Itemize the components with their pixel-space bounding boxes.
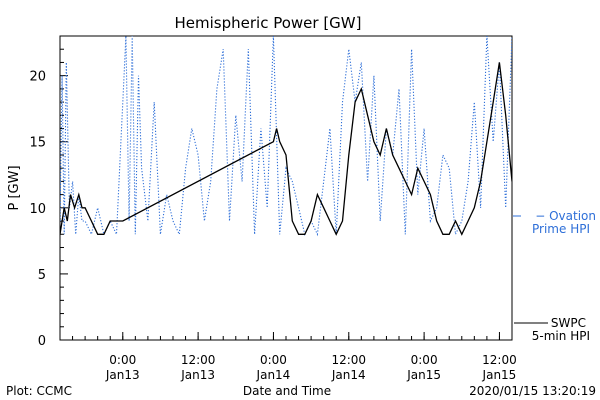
y-axis-ticks: 0 5 10 15 20 [29,35,68,349]
legend-swpc: SWPC 5-min HPI [514,316,590,343]
x-axis-label: Date and Time [243,384,331,398]
legend-ovation: − Ovation Prime HPI [513,209,596,236]
x-axis-ticks: 0:00Jan1312:00Jan130:00Jan1412:00Jan140:… [59,332,517,382]
x-tick-label-date: Jan15 [482,368,517,382]
y-tick-label: 10 [29,202,46,217]
series-line-swpc-hpi [60,62,512,236]
y-tick-label: 15 [29,136,46,151]
x-tick-label-time: 12:00 [482,353,517,367]
x-tick-label-date: Jan13 [180,368,215,382]
legend-swpc-label-line2: 5-min HPI [532,329,590,343]
x-tick-label-time: 12:00 [181,353,216,367]
legend-swpc-label: SWPC [551,316,586,330]
x-tick-label-time: 0:00 [411,353,438,367]
x-tick-label-date: Jan15 [406,368,441,382]
chart-title: Hemispheric Power [GW] [175,14,362,32]
series-layer [60,36,512,237]
x-tick-label-date: Jan13 [105,368,140,382]
y-axis-label: P [GW] [7,165,22,210]
legend-ovation-label: − Ovation [535,209,596,223]
x-tick-label-date: Jan14 [256,368,291,382]
x-tick-label-time: 12:00 [331,353,366,367]
x-tick-label-date: Jan14 [331,368,366,382]
x-tick-label-time: 0:00 [260,353,287,367]
y-tick-label: 20 [29,70,46,85]
plot-frame [59,35,513,341]
y-tick-label: 0 [38,334,46,349]
x-tick-label-time: 0:00 [109,353,136,367]
y-tick-label: 5 [38,268,46,283]
legend-ovation-label-line2: Prime HPI [532,222,590,236]
footer-plot-credit: Plot: CCMC [6,384,72,398]
footer-timestamp: 2020/01/15 13:20:19 [469,384,596,398]
series-line-ovation-hpi [60,36,512,237]
